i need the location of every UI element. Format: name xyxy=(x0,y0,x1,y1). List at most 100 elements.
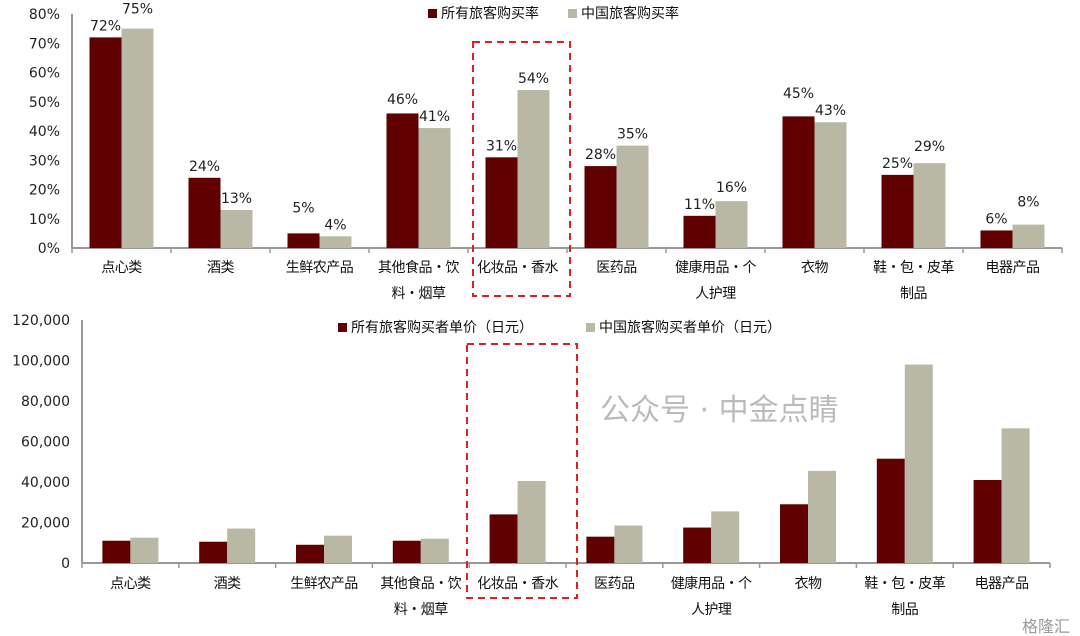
bar-china xyxy=(614,525,643,563)
y-tick-label: 40,000 xyxy=(21,475,70,491)
data-label: 4% xyxy=(324,217,346,233)
data-label: 46% xyxy=(387,92,418,108)
bar-china xyxy=(418,128,451,248)
data-label: 75% xyxy=(122,1,153,17)
bar-china xyxy=(616,145,649,248)
data-label: 11% xyxy=(684,197,715,213)
bar-all xyxy=(780,504,808,563)
data-label: 54% xyxy=(518,71,549,87)
bar-all xyxy=(683,527,712,563)
x-category-label: 料・烟草 xyxy=(394,602,448,618)
data-label: 8% xyxy=(1017,194,1039,210)
data-label: 5% xyxy=(292,200,314,216)
y-tick-label: 30% xyxy=(29,153,60,169)
bar-china xyxy=(319,236,352,248)
x-category-label: 健康用品・个 xyxy=(675,259,756,276)
watermark-brand: 格隆汇 xyxy=(1022,617,1070,636)
x-category-label: 衣物 xyxy=(795,576,822,592)
x-category-label: 生鲜农产品 xyxy=(290,576,358,592)
bar-all xyxy=(586,536,615,563)
bar-all xyxy=(386,113,419,248)
x-category-label: 化妆品・香水 xyxy=(477,576,558,592)
bar-china xyxy=(808,470,836,563)
bar-all xyxy=(881,174,914,248)
legend-swatch xyxy=(428,9,437,18)
data-label: 72% xyxy=(90,18,121,34)
data-label: 29% xyxy=(914,139,945,155)
data-label: 24% xyxy=(189,159,220,175)
watermark-text: 公众号 · 中金点睛 xyxy=(600,393,839,428)
data-label: 41% xyxy=(419,109,450,125)
bar-china xyxy=(1012,224,1045,248)
bar-china xyxy=(715,201,748,248)
bar-all xyxy=(296,544,324,563)
x-category-label: 人护理 xyxy=(695,286,736,302)
bar-china xyxy=(517,90,550,248)
y-tick-label: 0 xyxy=(61,556,70,572)
bar-china xyxy=(814,122,847,248)
bar-china xyxy=(121,28,154,248)
bar-china xyxy=(904,364,933,563)
y-tick-label: 100,000 xyxy=(12,354,70,370)
bar-china xyxy=(130,537,159,563)
data-label: 43% xyxy=(815,103,846,119)
bar-all xyxy=(188,177,221,248)
data-label: 13% xyxy=(221,191,252,207)
x-category-label: 电器产品 xyxy=(975,576,1029,592)
data-label: 31% xyxy=(486,138,517,154)
legend-swatch xyxy=(338,323,347,332)
y-tick-label: 70% xyxy=(29,36,60,52)
bar-all xyxy=(876,458,905,563)
legend-swatch xyxy=(586,323,595,332)
y-tick-label: 40% xyxy=(29,124,60,140)
y-tick-label: 60,000 xyxy=(21,435,70,451)
x-category-label: 化妆品・香水 xyxy=(477,260,558,276)
bar-china xyxy=(324,535,352,563)
data-label: 35% xyxy=(617,127,648,143)
bar-china xyxy=(220,209,253,248)
x-category-label: 医药品 xyxy=(596,260,637,276)
legend-label: 中国旅客购买者单价（日元） xyxy=(599,319,781,336)
y-tick-label: 80% xyxy=(29,7,60,23)
y-tick-label: 10% xyxy=(29,212,60,228)
bar-china xyxy=(1001,428,1030,563)
x-category-label: 料・烟草 xyxy=(392,286,446,302)
x-category-label: 点心类 xyxy=(110,576,151,592)
highlight-box xyxy=(472,41,571,297)
bar-china xyxy=(517,480,546,563)
y-tick-label: 0% xyxy=(38,241,60,257)
x-category-label: 其他食品・饮 xyxy=(378,259,459,276)
x-category-label: 酒类 xyxy=(214,576,241,592)
bar-all xyxy=(287,233,320,248)
data-label: 16% xyxy=(716,180,747,196)
x-category-label: 衣物 xyxy=(801,260,828,276)
bar-all xyxy=(89,37,122,249)
x-category-label: 鞋・包・皮革 xyxy=(864,576,945,592)
bar-all xyxy=(199,541,228,563)
y-tick-label: 60% xyxy=(29,66,60,82)
y-tick-label: 20,000 xyxy=(21,516,70,532)
bar-all xyxy=(392,540,421,563)
x-category-label: 制品 xyxy=(900,286,927,302)
y-tick-label: 50% xyxy=(29,95,60,111)
y-tick-label: 20% xyxy=(29,183,60,199)
y-tick-label: 120,000 xyxy=(12,313,70,329)
x-category-label: 酒类 xyxy=(207,260,234,276)
x-category-label: 鞋・包・皮革 xyxy=(873,260,954,276)
bar-all xyxy=(683,215,716,248)
bar-all xyxy=(485,157,518,248)
highlight-box xyxy=(466,343,578,599)
bar-all xyxy=(980,230,1013,248)
x-category-label: 制品 xyxy=(891,602,918,618)
legend-label: 所有旅客购买者单价（日元） xyxy=(351,319,533,336)
x-category-label: 其他食品・饮 xyxy=(380,575,461,592)
legend-label: 中国旅客购买率 xyxy=(581,5,679,22)
bar-china xyxy=(711,511,740,563)
bar-all xyxy=(584,166,617,248)
data-label: 6% xyxy=(985,211,1007,227)
data-label: 28% xyxy=(585,147,616,163)
bar-all xyxy=(489,514,518,563)
legend-label: 所有旅客购买率 xyxy=(441,5,539,22)
x-category-label: 生鲜农产品 xyxy=(286,260,354,276)
